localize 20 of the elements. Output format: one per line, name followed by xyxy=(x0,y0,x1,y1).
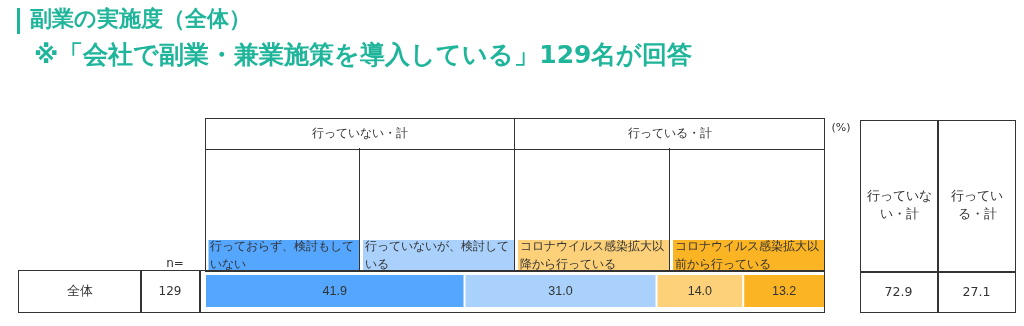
text: 行っていない・計 xyxy=(865,186,933,223)
data-label: 41.9 xyxy=(322,284,347,298)
text: 行っていない・計 xyxy=(205,118,515,150)
text: 行っている・計 xyxy=(950,186,1004,223)
text: 129 xyxy=(157,282,183,300)
text: 行っている・計 xyxy=(515,118,825,150)
text: 27.1 xyxy=(961,283,992,302)
text: n= xyxy=(165,256,185,272)
data-label: 14.0 xyxy=(687,284,713,298)
y-tick-label: 全体 xyxy=(67,284,93,298)
chart-subtitle: ※「会社で副業・兼業施策を導入している」129名が回答 xyxy=(34,39,693,71)
series-label: コロナウイルス感染拡大以前から行っている xyxy=(675,239,819,271)
series-label: コロナウイルス感染拡大以降から行っている xyxy=(520,239,664,271)
text: (%) xyxy=(830,120,852,136)
text: 72.9 xyxy=(883,283,914,302)
series-label: 行っていないが、検討している xyxy=(365,239,509,271)
chart-title: 副業の実施度（全体） xyxy=(30,5,251,33)
data-label: 13.2 xyxy=(771,284,797,298)
series-label: 行っておらず、検討もしていない xyxy=(210,239,354,271)
data-label: 31.0 xyxy=(548,284,573,298)
